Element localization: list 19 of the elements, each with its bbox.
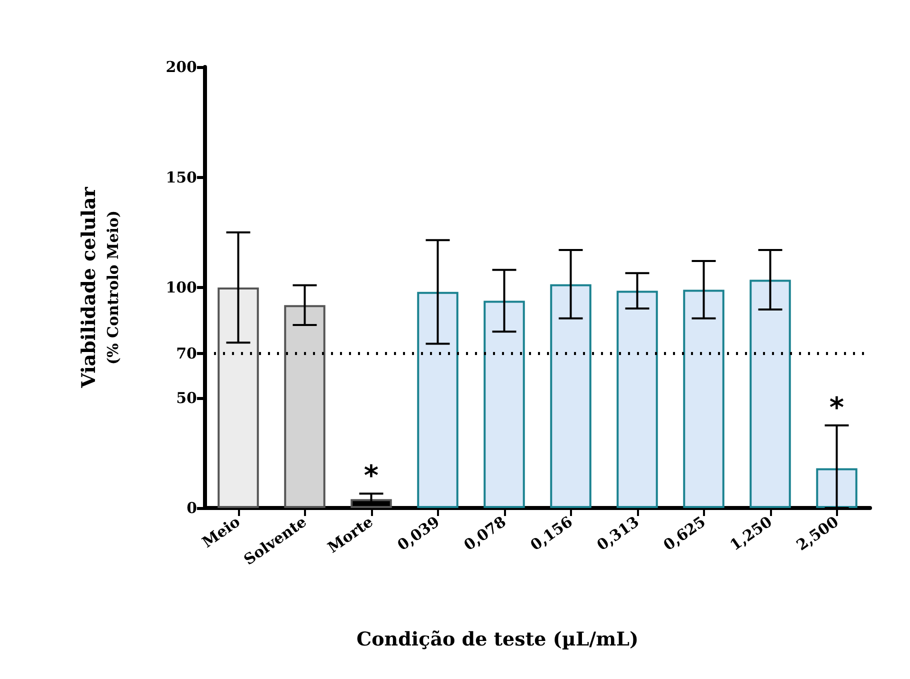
bar — [284, 305, 326, 508]
y-tick-label: 200 — [166, 58, 197, 76]
x-axis-title: Condição de teste (µL/mL) — [356, 628, 638, 650]
annotation: * — [364, 459, 379, 492]
bar — [550, 284, 592, 508]
y-axis-title: Viabilidade celular (% Controlo Meio) — [78, 186, 122, 389]
bar — [417, 292, 458, 508]
bar — [816, 468, 858, 508]
bar — [218, 288, 259, 508]
y-tick-label: 70 — [176, 344, 197, 363]
bar — [750, 280, 791, 508]
bar — [683, 290, 724, 508]
y-tick-label: 150 — [166, 168, 197, 186]
annotation: * — [829, 390, 844, 424]
y-tick-label: 100 — [166, 278, 197, 296]
y-tick-label: 0 — [186, 499, 197, 517]
bar — [616, 290, 658, 508]
y-tick-label: 50 — [176, 388, 197, 407]
bar — [484, 300, 525, 508]
